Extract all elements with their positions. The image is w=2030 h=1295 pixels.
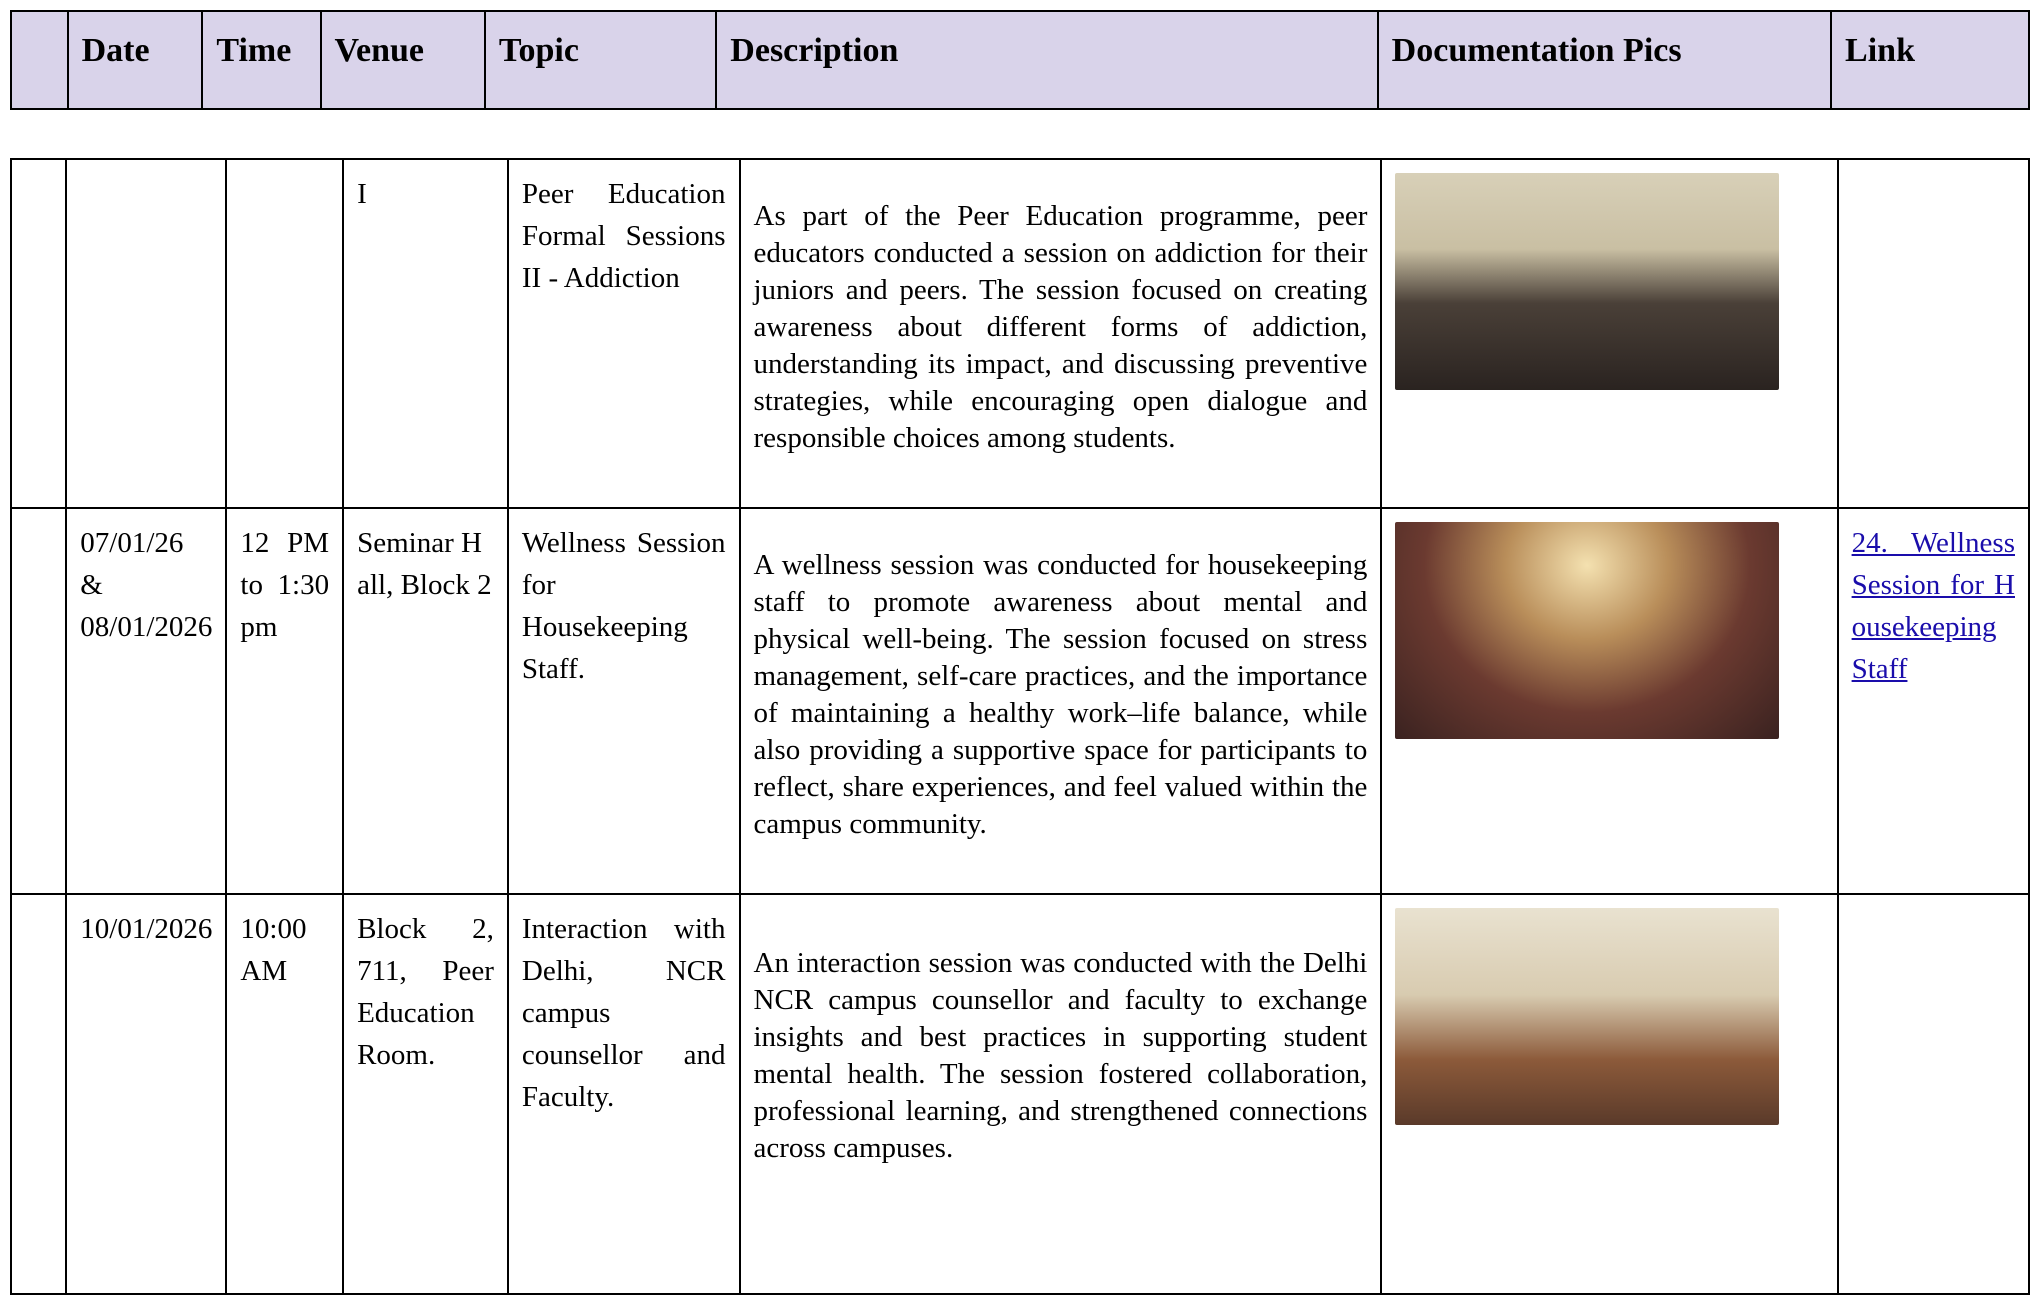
row: 10/01/2026 10:00 AM Block 2, 711, Peer E… <box>9 893 2030 1295</box>
pics <box>1380 893 1839 1295</box>
link[interactable]: 24. Wellness Session for Housekeeping St… <box>1851 527 2015 685</box>
header-cell: Documentation Pics <box>1376 10 1833 110</box>
link-cell: 24. Wellness Session for Housekeeping St… <box>1836 507 2030 895</box>
body-table: I Peer Education Formal Sessions II - Ad… <box>9 158 2030 1295</box>
cell <box>9 893 68 1295</box>
header-cell: Description <box>715 10 1379 110</box>
topic: Interaction with Delhi, NCR campus couns… <box>506 893 741 1295</box>
page: Date Time Venue Topic Description Docume… <box>9 10 2030 1295</box>
photo <box>1395 908 1780 1125</box>
pics <box>1380 158 1839 509</box>
header-row: Date Time Venue Topic Description Docume… <box>10 10 2030 110</box>
time: 12 PM to 1:30 pm <box>225 507 345 895</box>
header-cell: Venue <box>319 10 486 110</box>
time: 10:00 AM <box>225 893 345 1295</box>
topic: Peer Education Formal Sessions II - Addi… <box>506 158 741 509</box>
description: As part of the Peer Education programme,… <box>738 158 1383 509</box>
description: An interaction session was conducted wit… <box>738 893 1383 1295</box>
venue: Seminar Hall, Block 2 <box>342 507 509 895</box>
header-cell: Time <box>201 10 322 110</box>
row: 07/01/26 & 08/01/2026 12 PM to 1:30 pm S… <box>9 507 2030 895</box>
description: A wellness session was conducted for hou… <box>738 507 1383 895</box>
header-cell: Topic <box>483 10 718 110</box>
header-table: Date Time Venue Topic Description Docume… <box>10 10 2030 110</box>
link <box>1836 158 2030 509</box>
date: 07/01/26 & 08/01/2026 <box>65 507 228 895</box>
venue: I <box>342 158 509 509</box>
header-cell: Date <box>66 10 204 110</box>
row: I Peer Education Formal Sessions II - Ad… <box>9 158 2030 509</box>
pics <box>1380 507 1839 895</box>
cell <box>9 507 68 895</box>
topic: Wellness Session for Housekeeping Staff. <box>506 507 741 895</box>
venue: Block 2, 711, Peer Education Room. <box>342 893 509 1295</box>
time <box>225 158 345 509</box>
date: 10/01/2026 <box>65 893 228 1295</box>
date <box>65 158 228 509</box>
cell <box>9 158 68 509</box>
photo <box>1395 173 1780 390</box>
header-cell: Link <box>1830 10 2030 110</box>
photo <box>1395 522 1780 739</box>
header-cell <box>10 10 69 110</box>
link <box>1836 893 2030 1295</box>
